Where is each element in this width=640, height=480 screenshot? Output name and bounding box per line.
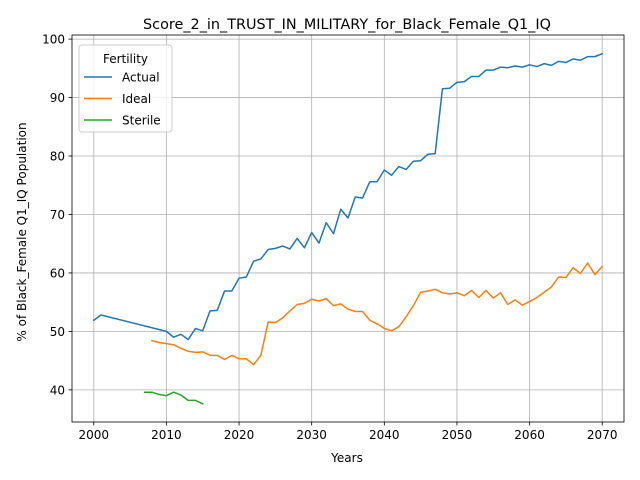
y-tick-label: 50 <box>50 325 65 339</box>
y-tick-label: 60 <box>50 266 65 280</box>
x-axis-ticks: 2000 2010 2020 2030 2040 2050 2060 2070 <box>79 422 618 442</box>
x-tick-label: 2070 <box>587 428 618 442</box>
legend-title: Fertility <box>103 52 148 66</box>
series-line-sterile <box>143 391 204 405</box>
x-tick-label: 2060 <box>514 428 545 442</box>
legend-label-actual: Actual <box>122 71 160 85</box>
y-tick-label: 80 <box>50 150 65 164</box>
y-tick-label: 90 <box>50 91 65 105</box>
series-group <box>92 52 604 405</box>
series-line-ideal <box>150 262 604 366</box>
legend-label-sterile: Sterile <box>122 114 161 128</box>
legend: Fertility Actual Ideal Sterile <box>78 44 173 133</box>
y-axis-label: % of Black_Female Q1_IQ Population <box>15 122 29 341</box>
legend-box <box>78 44 173 133</box>
plot-frame <box>71 34 625 423</box>
y-tick-label: 100 <box>42 33 65 47</box>
x-tick-label: 2050 <box>442 428 473 442</box>
x-tick-label: 2030 <box>296 428 327 442</box>
x-axis-label: Years <box>330 451 363 465</box>
x-tick-label: 2020 <box>224 428 255 442</box>
y-tick-label: 70 <box>50 208 65 222</box>
grid-lines <box>72 35 624 422</box>
x-tick-label: 2040 <box>369 428 400 442</box>
chart-title: Score_2_in_TRUST_IN_MILITARY_for_Black_F… <box>143 17 551 33</box>
y-axis-ticks: 40 50 60 70 80 90 100 <box>42 33 72 397</box>
x-tick-label: 2010 <box>151 428 182 442</box>
y-tick-label: 40 <box>50 383 65 397</box>
legend-label-ideal: Ideal <box>122 92 151 106</box>
legend-items: Actual Ideal Sterile <box>84 71 161 128</box>
series-line-actual <box>92 52 604 341</box>
x-tick-label: 2000 <box>79 428 110 442</box>
